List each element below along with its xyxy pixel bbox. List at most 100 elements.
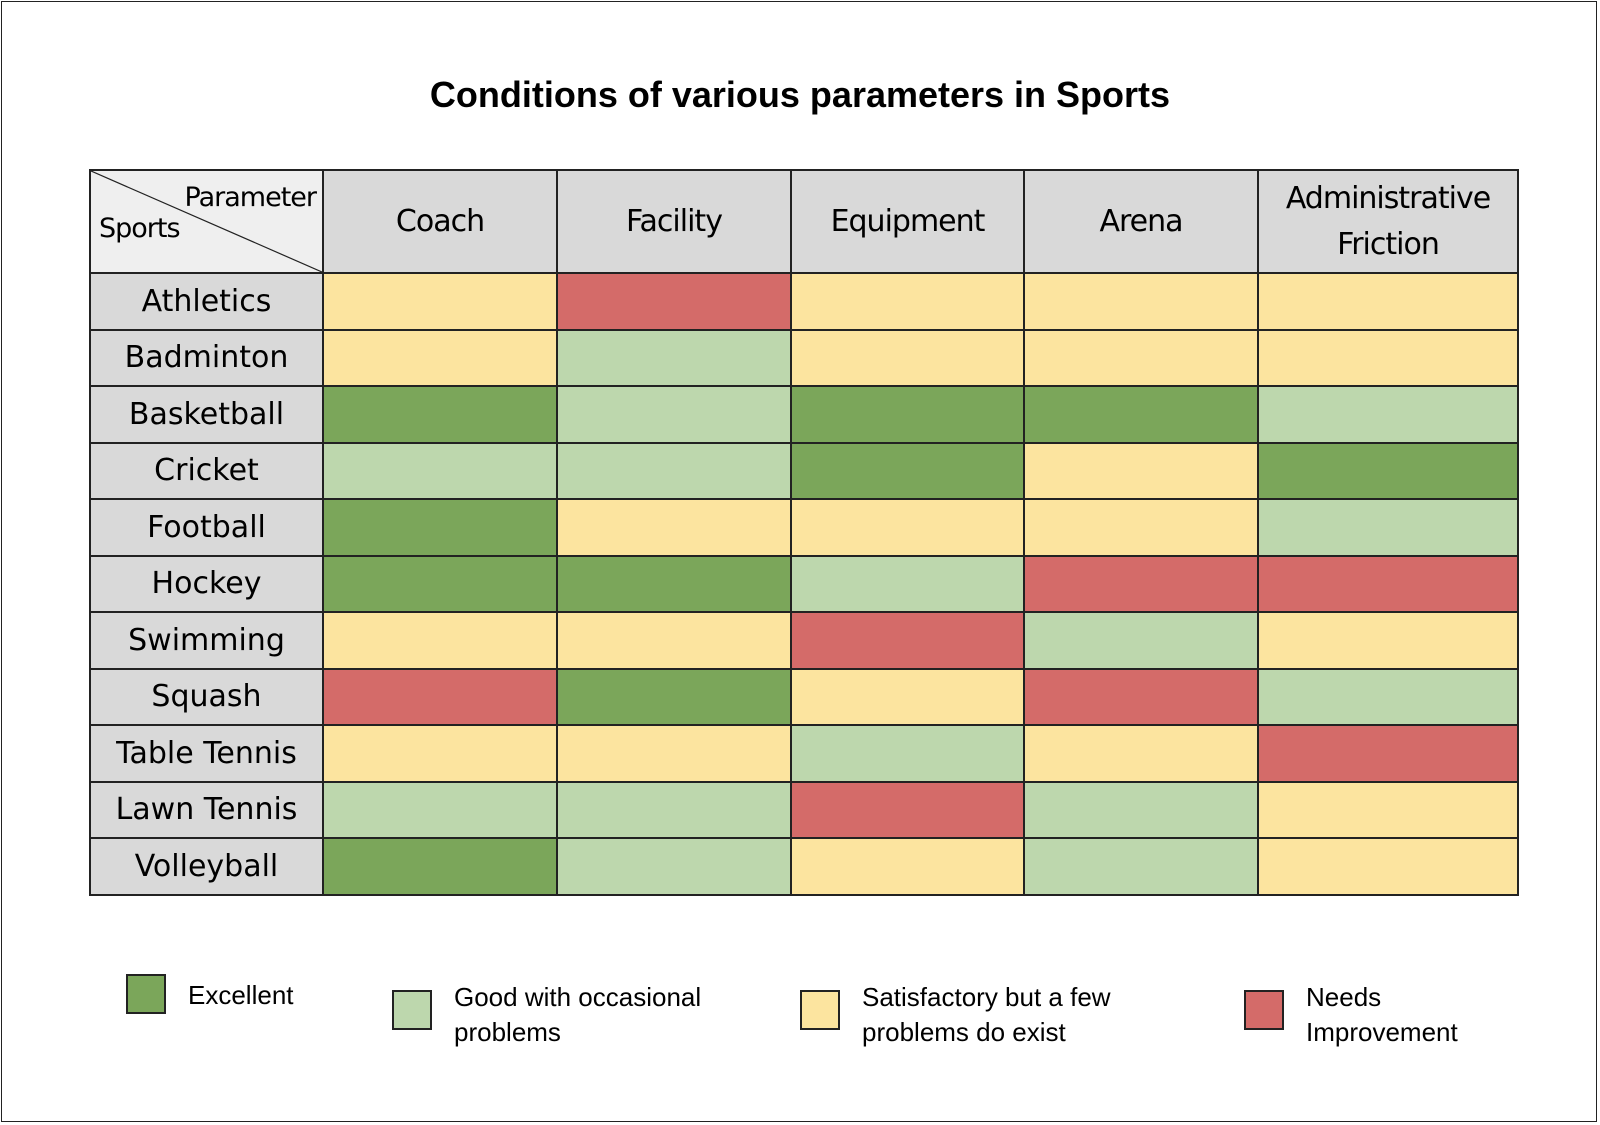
heatmap-cell-cricket-arena: [1023, 441, 1259, 500]
heatmap-cell-basketball-coach: [322, 385, 558, 444]
heatmap-cell-squash-arena: [1023, 667, 1259, 726]
heatmap-cell-football-coach: [322, 498, 558, 557]
row-header-squash: Squash: [89, 667, 324, 726]
table-row: Football: [89, 498, 1519, 557]
diagonal-divider: [91, 171, 322, 272]
table-row: Lawn Tennis: [89, 780, 1519, 839]
heatmap-cell-swimming-coach: [322, 611, 558, 670]
heatmap-cell-lawn-tennis-coach: [322, 780, 558, 839]
heatmap-table: Parameter Sports Coach Facility Equipment A…: [89, 169, 1519, 896]
heatmap-cell-hockey-facility: [556, 554, 792, 613]
heatmap-cell-table-tennis-administrative-friction: [1257, 724, 1519, 783]
column-header-arena: Arena: [1023, 169, 1259, 274]
heatmap-cell-football-equipment: [790, 498, 1025, 557]
legend-swatch: [800, 990, 840, 1030]
heatmap-cell-swimming-administrative-friction: [1257, 611, 1519, 670]
row-header-table-tennis: Table Tennis: [89, 724, 324, 783]
table-row: Hockey: [89, 554, 1519, 613]
heatmap-cell-athletics-coach: [322, 272, 558, 331]
table-row: Badminton: [89, 328, 1519, 387]
legend-label: Satisfactory but a few problems do exist: [862, 982, 1111, 1047]
legend-swatch: [1244, 990, 1284, 1030]
heatmap-cell-hockey-administrative-friction: [1257, 554, 1519, 613]
table-row: Squash: [89, 667, 1519, 726]
column-header-facility: Facility: [556, 169, 792, 274]
heatmap-cell-lawn-tennis-facility: [556, 780, 792, 839]
row-header-hockey: Hockey: [89, 554, 324, 613]
chart-title: Conditions of various parameters in Spor…: [429, 74, 1171, 115]
row-header-cricket: Cricket: [89, 441, 324, 500]
heatmap-cell-badminton-arena: [1023, 328, 1259, 387]
table-row: Swimming: [89, 611, 1519, 670]
heatmap-cell-squash-administrative-friction: [1257, 667, 1519, 726]
heatmap-cell-football-administrative-friction: [1257, 498, 1519, 557]
heatmap-cell-lawn-tennis-administrative-friction: [1257, 780, 1519, 839]
heatmap-cell-squash-facility: [556, 667, 792, 726]
heatmap-cell-volleyball-facility: [556, 837, 792, 896]
heatmap-cell-football-arena: [1023, 498, 1259, 557]
heatmap-cell-lawn-tennis-arena: [1023, 780, 1259, 839]
heatmap-cell-swimming-arena: [1023, 611, 1259, 670]
column-header-equipment: Equipment: [790, 169, 1025, 274]
heatmap-cell-squash-coach: [322, 667, 558, 726]
heatmap-cell-basketball-equipment: [790, 385, 1025, 444]
legend-swatch: [126, 974, 166, 1014]
heatmap-cell-volleyball-administrative-friction: [1257, 837, 1519, 896]
heatmap-cell-athletics-administrative-friction: [1257, 272, 1519, 331]
heatmap-cell-athletics-arena: [1023, 272, 1259, 331]
heatmap-cell-badminton-administrative-friction: [1257, 328, 1519, 387]
heatmap-cell-athletics-facility: [556, 272, 792, 331]
heatmap-cell-swimming-facility: [556, 611, 792, 670]
heatmap-cell-cricket-equipment: [790, 441, 1025, 500]
table-row: Basketball: [89, 385, 1519, 444]
heatmap-cell-badminton-equipment: [790, 328, 1025, 387]
row-header-volleyball: Volleyball: [89, 837, 324, 896]
heatmap-cell-cricket-administrative-friction: [1257, 441, 1519, 500]
row-header-lawn-tennis: Lawn Tennis: [89, 780, 324, 839]
heatmap-cell-swimming-equipment: [790, 611, 1025, 670]
legend-item-excellent: Excellent: [126, 974, 348, 1014]
heatmap-cell-volleyball-equipment: [790, 837, 1025, 896]
heatmap-cell-badminton-coach: [322, 328, 558, 387]
table-row: Volleyball: [89, 837, 1519, 896]
table-row: Table Tennis: [89, 724, 1519, 783]
heatmap-cell-football-facility: [556, 498, 792, 557]
heatmap-cell-basketball-arena: [1023, 385, 1259, 444]
heatmap-cell-table-tennis-equipment: [790, 724, 1025, 783]
heatmap-cell-squash-equipment: [790, 667, 1025, 726]
heatmap-cell-lawn-tennis-equipment: [790, 780, 1025, 839]
row-header-swimming: Swimming: [89, 611, 324, 670]
table-row: Cricket: [89, 441, 1519, 500]
heatmap-cell-hockey-coach: [322, 554, 558, 613]
row-axis-label: Sports: [99, 213, 181, 244]
legend-item-needs-improvement: Needs Improvement: [1244, 980, 1526, 1050]
legend: Excellent Good with occasional problems Sa…: [0, 974, 1600, 1060]
heatmap-cell-volleyball-arena: [1023, 837, 1259, 896]
heatmap-cell-table-tennis-coach: [322, 724, 558, 783]
heatmap-cell-hockey-equipment: [790, 554, 1025, 613]
heatmap-cell-basketball-administrative-friction: [1257, 385, 1519, 444]
heatmap-cell-volleyball-coach: [322, 837, 558, 896]
heatmap-cell-table-tennis-arena: [1023, 724, 1259, 783]
column-header-coach: Coach: [322, 169, 558, 274]
heatmap-cell-cricket-facility: [556, 441, 792, 500]
heatmap-cell-basketball-facility: [556, 385, 792, 444]
heatmap-cell-table-tennis-facility: [556, 724, 792, 783]
row-header-athletics: Athletics: [89, 272, 324, 331]
corner-cell: Parameter Sports: [89, 169, 324, 274]
legend-label: Excellent: [188, 980, 294, 1010]
heatmap-cell-badminton-facility: [556, 328, 792, 387]
row-header-basketball: Basketball: [89, 385, 324, 444]
legend-item-good: Good with occasional problems: [392, 980, 754, 1050]
legend-label: Needs Improvement: [1306, 982, 1458, 1047]
legend-label: Good with occasional problems: [454, 982, 702, 1047]
heatmap-cell-athletics-equipment: [790, 272, 1025, 331]
heatmap-cell-cricket-coach: [322, 441, 558, 500]
column-axis-label: Parameter: [184, 182, 317, 213]
heatmap-cell-hockey-arena: [1023, 554, 1259, 613]
column-header-administrative-friction: Administrative Friction: [1257, 169, 1519, 274]
row-header-badminton: Badminton: [89, 328, 324, 387]
table-row: Athletics: [89, 272, 1519, 331]
legend-swatch: [392, 990, 432, 1030]
